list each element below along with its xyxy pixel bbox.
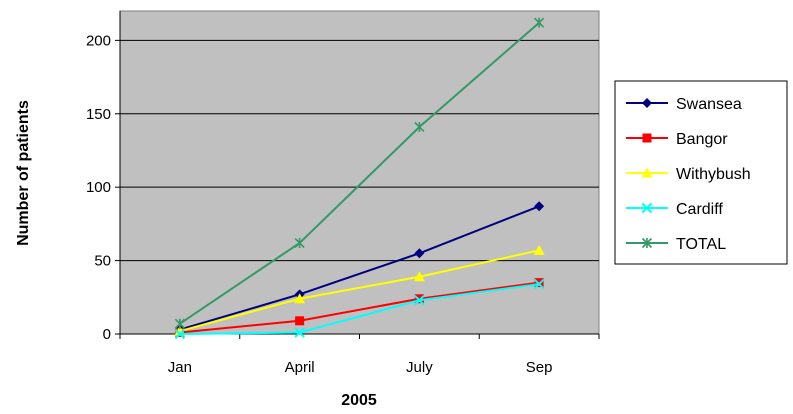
y-tick-label: 50 xyxy=(94,253,111,270)
point-bangor xyxy=(414,294,424,304)
legend-item-cardiff: Cardiff xyxy=(626,201,723,218)
y-axis-title: Number of patients xyxy=(15,100,32,246)
legend-item-bangor: Bangor xyxy=(626,131,728,148)
legend-item-swansea: Swansea xyxy=(626,96,742,113)
y-tick-label: 0 xyxy=(103,326,111,343)
gridlines xyxy=(120,39,599,262)
x-axis-title: 2005 xyxy=(341,392,377,409)
point-cardiff xyxy=(174,328,186,340)
legend-items: Swansea Bangor Withybush Cardiff TOTAL xyxy=(626,96,751,253)
y-tick-label: 100 xyxy=(86,179,111,196)
legend-marker-total xyxy=(641,237,653,249)
point-total xyxy=(534,17,545,28)
series-line-cardiff xyxy=(179,283,540,335)
legend-label-withybush: Withybush xyxy=(676,166,751,183)
point-withybush xyxy=(294,293,306,304)
legend-label-cardiff: Cardiff xyxy=(676,201,723,218)
x-axis-ticks: Jan April July Sep xyxy=(119,334,600,376)
legend-marker-bangor xyxy=(642,133,652,143)
legend-label-bangor: Bangor xyxy=(676,131,728,148)
point-withybush xyxy=(533,244,545,255)
point-total xyxy=(294,237,305,249)
point-swansea xyxy=(534,201,545,212)
series-line-total xyxy=(179,21,540,325)
point-bangor xyxy=(534,278,544,288)
series-total xyxy=(174,17,545,329)
point-cardiff xyxy=(414,295,425,306)
y-tick-label: 150 xyxy=(86,106,111,123)
point-cardiff xyxy=(533,278,545,290)
x-tick-label: Sep xyxy=(526,359,553,376)
series-group xyxy=(174,17,545,340)
legend-marker-cardiff xyxy=(641,202,653,214)
x-tick-label: July xyxy=(406,359,433,376)
legend: Swansea Bangor Withybush Cardiff TOTAL xyxy=(614,80,788,265)
legend-marker-swansea xyxy=(642,98,652,108)
legend-label-swansea: Swansea xyxy=(676,96,742,113)
y-tick-label: 200 xyxy=(86,32,111,49)
point-cardiff xyxy=(294,327,305,338)
series-cardiff xyxy=(174,278,545,340)
point-total xyxy=(414,121,425,133)
point-withybush xyxy=(413,271,425,282)
x-tick-label: April xyxy=(285,359,315,376)
plot-area xyxy=(119,10,600,335)
point-total xyxy=(174,318,185,329)
legend-item-total: TOTAL xyxy=(626,236,726,253)
series-line-swansea xyxy=(179,205,540,331)
series-line-bangor xyxy=(179,281,540,334)
legend-marker-withybush xyxy=(641,167,653,178)
series-line-withybush xyxy=(179,249,540,333)
point-swansea xyxy=(414,248,425,259)
legend-item-withybush: Withybush xyxy=(626,166,751,183)
x-tick-label: Jan xyxy=(168,359,192,376)
point-bangor xyxy=(295,316,305,326)
legend-label-total: TOTAL xyxy=(676,236,726,253)
